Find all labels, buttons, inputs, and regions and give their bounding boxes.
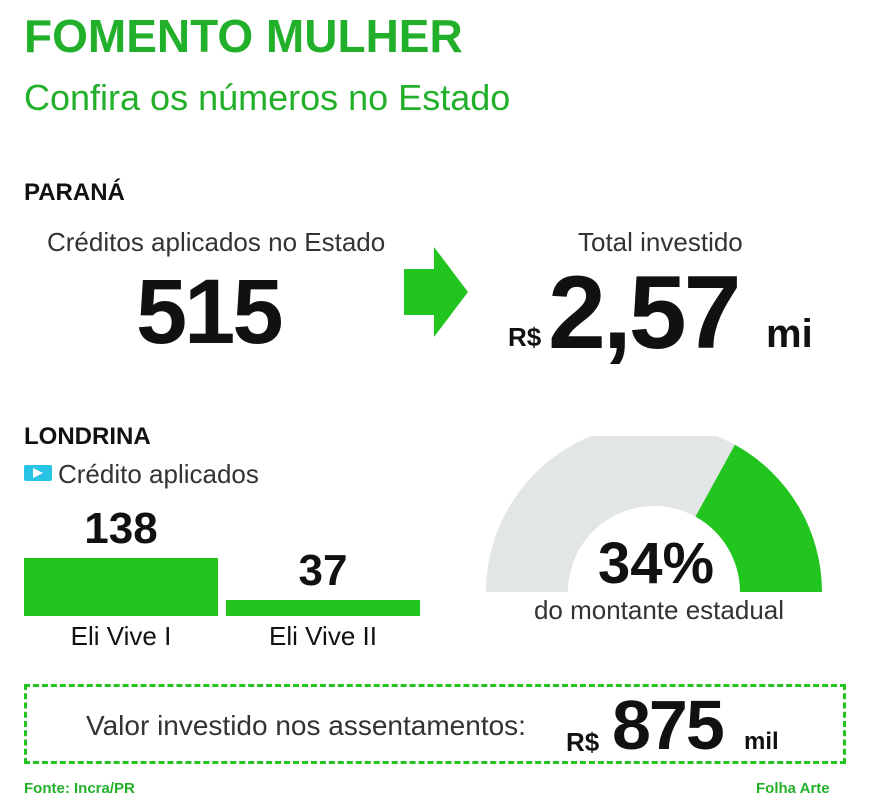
gauge-caption: do montante estadual [533,595,785,625]
page-subtitle: Confira os números no Estado [24,77,511,118]
page-title: FOMENTO MULHER [24,10,463,62]
bar-2 [226,600,420,616]
gauge-percent-label: 34% [597,531,715,596]
bar-chart: 138 Eli Vive I 37 Eli Vive II [24,500,424,660]
bar-value-label-1: 138 [84,504,158,553]
investment-box [24,684,846,764]
gauge-value-segment [695,444,822,592]
legend-label: Crédito aplicados [58,459,259,489]
bar-value-label-2: 37 [298,546,348,595]
total-label: Total investido [578,227,743,257]
investment-currency: R$ [566,727,600,757]
investment-value: 875 [612,686,725,764]
investment-unit: mil [744,728,779,755]
parana-heading: PARANÁ [24,179,125,206]
bar-category-label-1: Eli Vive I [70,621,172,651]
bar-category-label-2: Eli Vive II [269,621,377,651]
total-currency: R$ [508,322,542,352]
investment-label: Valor investido nos assentamentos: [86,710,526,741]
total-unit: mi [766,312,813,356]
credits-label: Créditos aplicados no Estado [47,227,386,257]
londrina-heading: LONDRINA [24,423,151,450]
total-value: 2,57 [548,255,741,371]
credit-text: Folha Arte [756,780,830,797]
play-icon [24,465,52,481]
gauge-chart [486,436,822,592]
bar-1 [24,558,218,616]
arrow-right-icon [404,247,468,337]
credits-value: 515 [136,261,283,363]
gauge-remaining-segment [486,436,735,592]
source-text: Fonte: Incra/PR [24,780,135,797]
